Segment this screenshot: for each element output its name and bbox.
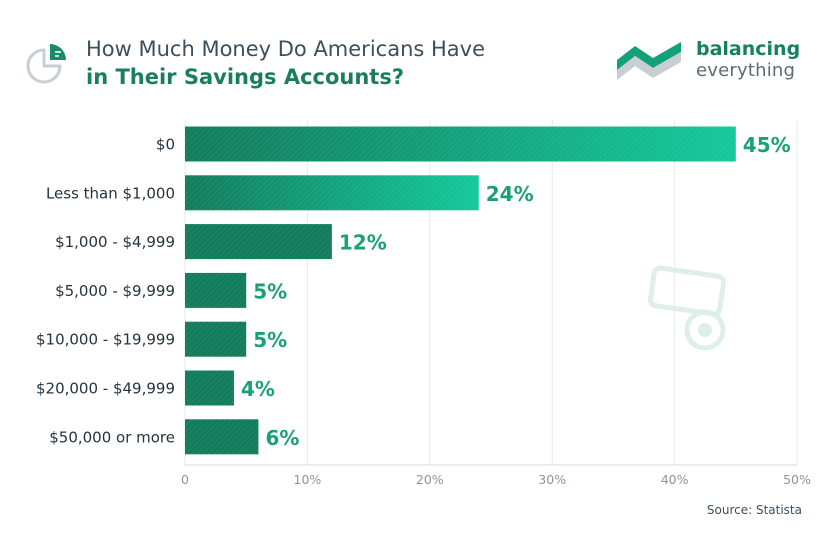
bar-texture [185,175,479,211]
value-label: 24% [486,182,534,206]
bar-texture [185,126,736,162]
bar-texture [185,370,234,406]
value-label: 5% [253,279,287,303]
brand-wordmark: balancing everything [696,38,800,82]
x-tick-label: 0 [181,472,189,487]
value-label: 4% [241,377,275,401]
pie-chart-icon [26,44,66,84]
x-tick-label: 20% [416,472,444,487]
x-tick-label: 40% [661,472,689,487]
category-label: $1,000 - $4,999 [55,233,175,251]
source-note: Source: Statista [706,503,802,517]
brand-name: balancing [696,38,801,60]
value-label: 5% [253,328,287,352]
bar-texture [185,419,259,455]
title-line-2: in Their Savings Accounts? [86,65,405,89]
category-label: $20,000 - $49,999 [36,380,175,398]
bar-texture [185,321,247,357]
chart-title: How Much Money Do Americans Have in Thei… [86,35,485,91]
bar-texture [185,272,247,308]
value-label: 12% [339,231,387,255]
x-tick-label: 30% [538,472,566,487]
brand-tagline: everything [696,60,796,81]
bar-texture [185,224,332,260]
money-watermark-icon [647,265,727,351]
category-label: $5,000 - $9,999 [55,282,175,300]
x-tick-label: 50% [783,472,811,487]
category-label: $50,000 or more [49,428,175,446]
balancing-everything-logo-icon [617,42,681,80]
category-label: $10,000 - $19,999 [36,331,175,349]
category-label: Less than $1,000 [46,184,175,202]
value-label: 45% [743,133,791,157]
title-line-1: How Much Money Do Americans Have [86,37,485,61]
category-label: $0 [156,136,175,154]
value-label: 6% [265,426,299,450]
x-tick-label: 10% [294,472,322,487]
